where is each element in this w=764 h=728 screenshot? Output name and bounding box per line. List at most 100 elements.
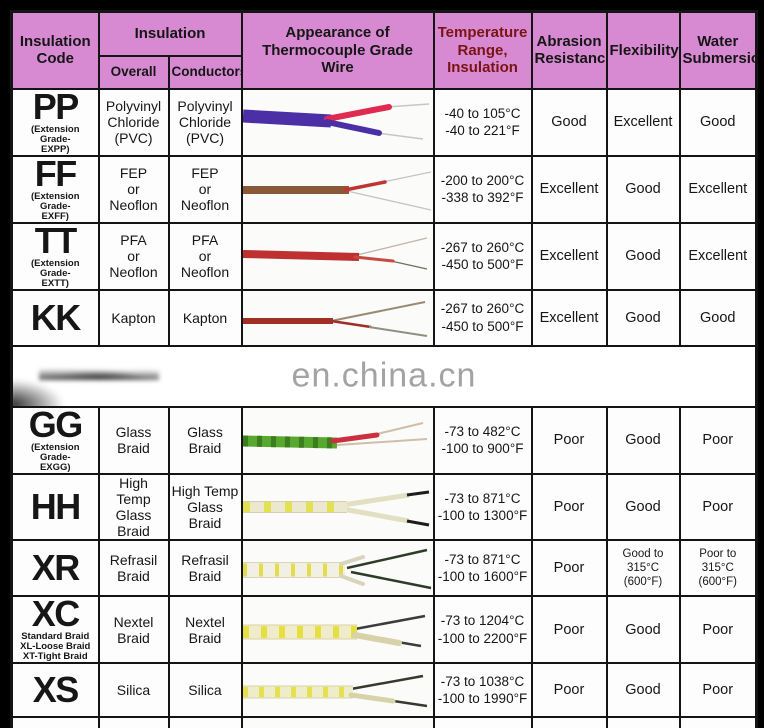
flexibility-cell: Good [605, 221, 681, 291]
wire-image-tfe [243, 718, 433, 728]
temperature-cell: -267 to 260°C -450 to 500°F [432, 221, 533, 291]
temperature-cell: -73 to 871°C -100 to 1600°F [432, 539, 533, 598]
abrasion-cell: Excellent [530, 154, 608, 224]
water-cell: Poor [678, 405, 758, 475]
table-row-gg: GG (Extension Grade- EXGG) Glass Braid G… [10, 405, 758, 475]
wire-photo-cell [240, 472, 435, 542]
insulation-code: PP [32, 88, 80, 127]
flexibility-cell: Good [605, 472, 681, 542]
wire-photo-cell [240, 539, 435, 598]
insulation-code-note: (Extension Grade- EXGG) [30, 441, 80, 473]
wire-photo-cell [240, 221, 435, 291]
insulation-spec-table: Insulation Code Insulation Appearance of… [10, 10, 758, 728]
faded-letter-smudge [39, 366, 159, 381]
overall-cell: PFA or Neoflon [97, 221, 170, 291]
conductors-cell: FEP or Neoflon [167, 154, 243, 224]
flexibility-cell: Good [605, 716, 681, 728]
overall-cell: Glass Braid [97, 405, 170, 475]
temperature-cell: -40 to 105°C -40 to 221°F [432, 87, 533, 157]
abrasion-cell: Poor [530, 539, 608, 598]
conductors-cell: Glass Braid [167, 405, 243, 475]
wire-image-hh [243, 490, 429, 527]
header-insulation: Insulation [97, 10, 243, 57]
watermark-band-row: en.china.cn [11, 344, 757, 408]
insulation-code-note: Standard Braid XL-Loose Braid XT-Tight B… [20, 631, 91, 663]
conductors-cell: Nextel Braid [167, 595, 243, 665]
header-water-submersion: Water Submersion [678, 10, 758, 90]
wire-photo-cell [240, 154, 435, 224]
overall-cell: Polyvinyl Chloride (PVC) [97, 87, 170, 157]
header-flexibility: Flexibility [605, 10, 681, 90]
wire-image-ff [243, 171, 431, 211]
temperature-cell: -200 to 200°C -338 to 392°F [432, 154, 533, 224]
water-cell: Poor [678, 662, 758, 719]
conductors-cell: TFE [167, 716, 243, 728]
abrasion-cell: Poor [530, 662, 608, 719]
table-row-xr: XR Refrasil Braid Refrasil Braid [10, 539, 758, 598]
abrasion-cell: Poor [530, 405, 608, 475]
flexibility-cell: Good [605, 288, 681, 347]
insulation-code: TFE [15, 726, 96, 728]
abrasion-cell: Good [530, 87, 608, 157]
insulation-code: KK [30, 296, 81, 338]
insulation-code: XS [32, 669, 80, 711]
abrasion-cell: Excellent [530, 716, 608, 728]
insulation-code-note: (Extension Grade- EXPP) [30, 123, 80, 155]
abrasion-cell: Poor [530, 472, 608, 542]
overall-cell: Silica [97, 662, 170, 719]
insulation-code-note: (Extension Grade- EXFF) [30, 190, 80, 222]
conductors-cell: Silica [167, 662, 243, 719]
conductors-cell: Refrasil Braid [167, 539, 243, 598]
wire-image-tt [243, 237, 427, 270]
faded-dark-blob [11, 380, 63, 405]
code-cell: XC Standard Braid XL-Loose Braid XT-Tigh… [10, 595, 100, 665]
wire-image-gg [243, 422, 427, 449]
table-row-xc: XC Standard Braid XL-Loose Braid XT-Tigh… [10, 595, 758, 665]
header-abrasion-resistance: Abrasion Resistance [530, 10, 608, 90]
wire-image-xc [243, 614, 425, 648]
table-row-xs: XS Silica Silica -73 [10, 662, 758, 719]
insulation-code: XC [31, 596, 81, 635]
abrasion-cell: Excellent [530, 288, 608, 347]
water-cell: Poor [678, 595, 758, 665]
water-cell: Good [678, 288, 758, 347]
water-cell: Good [678, 87, 758, 157]
insulation-code-note: (Extension Grade- EXTT) [30, 257, 80, 289]
code-cell: PP (Extension Grade- EXPP) [10, 87, 100, 157]
header-appearance: Appearance of Thermocouple Grade Wire [240, 10, 435, 90]
overall-cell: TFE [97, 716, 170, 728]
header-temperature-range: Temperature Range, Insulation [432, 10, 533, 90]
table-row-kk: KK Kapton Kapton -267 to 260°C -450 to 5… [10, 288, 758, 347]
header-insulation-code: Insulation Code [10, 10, 100, 90]
overall-cell: Kapton [97, 288, 170, 347]
overall-cell: Nextel Braid [97, 595, 170, 665]
conductors-cell: Polyvinyl Chloride (PVC) [167, 87, 243, 157]
abrasion-cell: Excellent [530, 221, 608, 291]
wire-photo-cell [240, 87, 435, 157]
wire-image-kk [243, 300, 427, 337]
wire-image-xr [243, 549, 431, 590]
watermark-text: en.china.cn [291, 356, 477, 395]
table-header: Insulation Code Insulation Appearance of… [10, 10, 758, 90]
insulation-code: HH [30, 485, 81, 527]
insulation-code: TT [34, 222, 77, 261]
flexibility-cell: Good [605, 154, 681, 224]
conductors-cell: High Temp Glass Braid [167, 472, 243, 542]
wire-image-xs [243, 675, 427, 708]
wire-image-pp [243, 103, 429, 140]
wire-photo-cell [240, 716, 435, 728]
code-cell: KK [10, 288, 100, 347]
temperature-cell: -267 to 260°C -450 to 500°F [432, 288, 533, 347]
flexibility-cell: Good [605, 595, 681, 665]
code-cell: FF (Extension Grade- EXFF) [10, 154, 100, 224]
water-cell: Excellent [678, 716, 758, 728]
code-cell: XS [10, 662, 100, 719]
insulation-spec-table-wrap: Insulation Code Insulation Appearance of… [10, 10, 758, 728]
table-row-ff: FF (Extension Grade- EXFF) FEP or Neoflo… [10, 154, 758, 224]
insulation-code: GG [28, 406, 84, 445]
code-cell: GG (Extension Grade- EXGG) [10, 405, 100, 475]
temperature-cell: -73 to 1038°C -100 to 1990°F [432, 662, 533, 719]
flexibility-cell: Good [605, 662, 681, 719]
conductors-cell: Kapton [167, 288, 243, 347]
